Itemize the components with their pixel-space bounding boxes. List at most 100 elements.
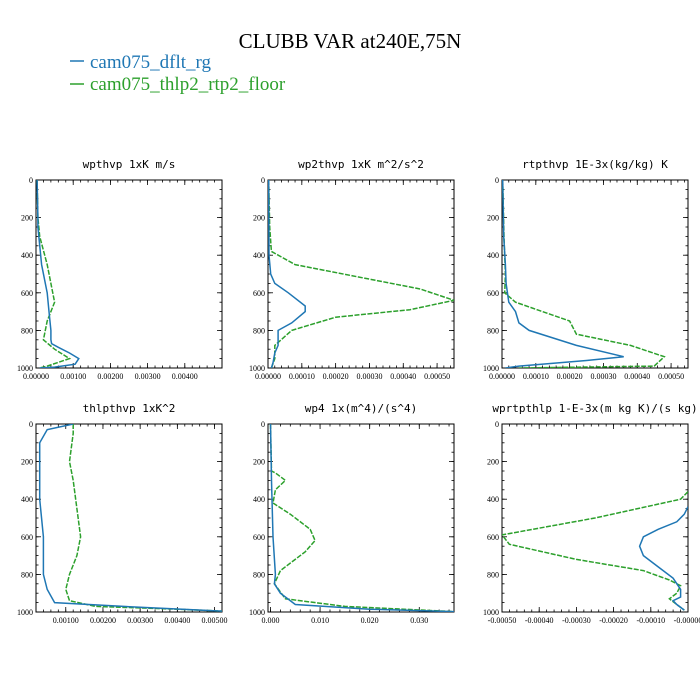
x-tick-label: 0.00300 [127,616,153,625]
y-tick-label: 0 [261,176,265,185]
x-tick-label: 0.00030 [590,372,616,381]
x-tick-label: 0.00040 [390,372,416,381]
x-tick-label: 0.00200 [97,372,123,381]
legend-label-dflt: cam075_dflt_rg [90,52,212,73]
y-tick-label: 600 [487,289,499,298]
x-tick-label: 0.00000 [489,372,515,381]
y-tick-label: 200 [487,458,499,467]
series-line-dflt [638,506,688,611]
x-tick-label: 0.00030 [356,372,382,381]
series-line-floor [502,180,666,368]
legend-label-floor: cam075_thlp2_rtp2_floor [90,74,286,95]
series-line-dflt [269,424,454,612]
y-tick-label: 0 [29,176,33,185]
y-tick-label: 400 [487,251,499,260]
x-tick-label: 0.00010 [289,372,315,381]
panel-title: wprtpthlp 1-E-3x(m kg K)/(s kg) [492,402,697,415]
x-tick-label: -0.00050 [488,616,517,625]
panel-title: wpthvp 1xK m/s [83,158,176,171]
series-line-floor [269,424,454,612]
panel-title: wp2thvp 1xK m^2/s^2 [298,158,424,171]
y-tick-label: 1000 [483,608,499,617]
y-tick-label: 400 [21,495,33,504]
series-line-dflt [38,424,222,612]
x-tick-label: -0.00010 [636,616,665,625]
y-tick-label: 0 [29,420,33,429]
x-tick-label: 0.010 [311,616,329,625]
x-tick-label: -0.00040 [525,616,554,625]
y-tick-label: 600 [21,533,33,542]
y-tick-label: 400 [21,251,33,260]
y-tick-label: 400 [253,495,265,504]
y-tick-label: 1000 [17,608,33,617]
x-tick-label: 0.000 [261,616,279,625]
y-tick-label: 0 [495,176,499,185]
series-line-floor [268,180,454,368]
series-line-dflt [268,180,306,368]
y-tick-label: 800 [487,326,499,335]
legend-item-floor: cam075_thlp2_rtp2_floor [70,74,286,95]
x-tick-label: 0.00200 [90,616,116,625]
x-tick-label: 0.00300 [135,372,161,381]
panel-title: wp4 1x(m^4)/(s^4) [305,402,418,415]
plot-frame [501,179,689,369]
y-tick-label: 600 [253,533,265,542]
x-tick-label: 0.00500 [202,616,228,625]
x-tick-label: -0.00030 [562,616,591,625]
y-tick-label: 200 [253,214,265,223]
y-tick-label: 1000 [483,364,499,373]
y-tick-label: 600 [487,533,499,542]
x-tick-label: 0.00100 [53,616,79,625]
y-tick-label: 200 [487,214,499,223]
plot-frame [267,179,455,369]
y-tick-label: 400 [487,495,499,504]
panel-title: thlpthvp 1xK^2 [83,402,176,415]
series-line-dflt [36,180,80,368]
series-line-dflt [502,180,624,368]
series-line-floor [65,424,222,612]
y-tick-label: 800 [253,570,265,579]
x-tick-label: 0.020 [361,616,379,625]
y-tick-label: 800 [253,326,265,335]
x-tick-label: 0.00000 [255,372,281,381]
legend-item-dflt: cam075_dflt_rg [70,52,212,73]
y-tick-label: 800 [21,570,33,579]
y-tick-label: 400 [253,251,265,260]
plot-frame [35,179,223,369]
x-tick-label: 0.00400 [164,616,190,625]
y-tick-label: 800 [487,570,499,579]
x-tick-label: 0.00020 [323,372,349,381]
panel-title: rtpthvp 1E-3x(kg/kg) K [522,158,668,171]
y-tick-label: 600 [253,289,265,298]
x-tick-label: 0.00000 [23,372,49,381]
y-tick-label: 0 [261,420,265,429]
y-tick-label: 1000 [249,608,265,617]
panel-3: rtpthvp 1E-3x(kg/kg) K020040060080010000… [483,158,689,381]
x-tick-label: 0.00100 [60,372,86,381]
legend: cam075_dflt_rg cam075_thlp2_rtp2_floor [70,52,286,95]
x-tick-label: -0.00000 [674,616,700,625]
x-tick-label: 0.00040 [624,372,650,381]
panel-2: wp2thvp 1xK m^2/s^2020040060080010000.00… [249,158,455,381]
x-tick-label: 0.00010 [523,372,549,381]
x-tick-label: 0.030 [410,616,428,625]
y-tick-label: 200 [21,214,33,223]
plot-frame [35,423,223,613]
y-tick-label: 200 [253,458,265,467]
y-tick-label: 1000 [249,364,265,373]
x-tick-label: 0.00050 [658,372,684,381]
y-tick-label: 600 [21,289,33,298]
y-tick-label: 1000 [17,364,33,373]
series-line-floor [502,491,688,611]
figure-title: CLUBB VAR at240E,75N [239,29,462,53]
panel-6: wprtpthlp 1-E-3x(m kg K)/(s kg) 0 200 400 60… [483,402,700,625]
y-tick-label: 0 [495,420,499,429]
y-tick-label: 200 [21,458,33,467]
x-tick-label: -0.00020 [599,616,628,625]
x-tick-label: 0.00050 [424,372,450,381]
panel-4: thlpthvp 1xK^2 0 200 400 600 800 1000 0.00100 0.… [17,402,228,625]
